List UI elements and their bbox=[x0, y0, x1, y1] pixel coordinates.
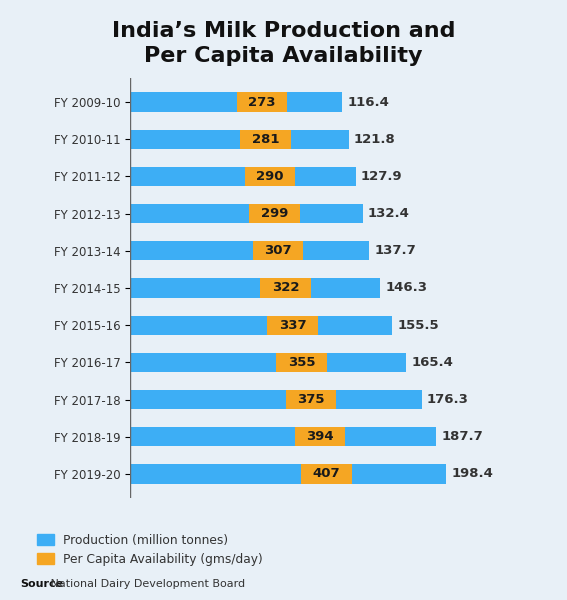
Bar bbox=[130, 353, 406, 372]
Text: 121.8: 121.8 bbox=[354, 133, 396, 146]
Text: 132.4: 132.4 bbox=[368, 207, 410, 220]
Text: 116.4: 116.4 bbox=[348, 95, 390, 109]
Text: 355: 355 bbox=[287, 356, 315, 369]
Bar bbox=[130, 390, 422, 409]
Bar bbox=[286, 390, 336, 409]
Text: 127.9: 127.9 bbox=[361, 170, 403, 183]
Text: 322: 322 bbox=[272, 281, 299, 295]
Bar bbox=[130, 204, 363, 223]
Bar bbox=[245, 167, 295, 186]
Text: 290: 290 bbox=[256, 170, 284, 183]
Bar bbox=[130, 464, 446, 484]
Bar bbox=[301, 464, 352, 484]
Legend: Production (million tonnes), Per Capita Availability (gms/day): Production (million tonnes), Per Capita … bbox=[36, 533, 263, 566]
Bar bbox=[249, 204, 299, 223]
Text: 394: 394 bbox=[306, 430, 334, 443]
Bar bbox=[130, 427, 437, 446]
Text: 273: 273 bbox=[248, 95, 276, 109]
Bar bbox=[130, 278, 380, 298]
Text: 281: 281 bbox=[252, 133, 280, 146]
Text: 187.7: 187.7 bbox=[442, 430, 484, 443]
Text: India’s Milk Production and
Per Capita Availability: India’s Milk Production and Per Capita A… bbox=[112, 21, 455, 66]
Bar bbox=[130, 92, 342, 112]
Text: 146.3: 146.3 bbox=[386, 281, 428, 295]
Text: 165.4: 165.4 bbox=[412, 356, 454, 369]
Bar bbox=[276, 353, 327, 372]
Bar bbox=[260, 278, 311, 298]
Text: 198.4: 198.4 bbox=[452, 467, 494, 481]
Text: 375: 375 bbox=[297, 393, 325, 406]
Bar bbox=[130, 241, 369, 260]
Text: 176.3: 176.3 bbox=[427, 393, 469, 406]
Bar bbox=[236, 92, 287, 112]
Text: 155.5: 155.5 bbox=[397, 319, 439, 332]
Text: National Dairy Development Board: National Dairy Development Board bbox=[47, 579, 245, 589]
Bar bbox=[240, 130, 291, 149]
Text: 407: 407 bbox=[312, 467, 340, 481]
Text: 337: 337 bbox=[279, 319, 307, 332]
Bar bbox=[130, 316, 392, 335]
Text: 137.7: 137.7 bbox=[374, 244, 416, 257]
Text: 299: 299 bbox=[261, 207, 288, 220]
Bar bbox=[268, 316, 318, 335]
Bar bbox=[295, 427, 345, 446]
Bar bbox=[253, 241, 303, 260]
Text: Source: Source bbox=[20, 579, 63, 589]
Bar bbox=[130, 130, 349, 149]
Text: 307: 307 bbox=[264, 244, 292, 257]
Bar bbox=[130, 167, 356, 186]
